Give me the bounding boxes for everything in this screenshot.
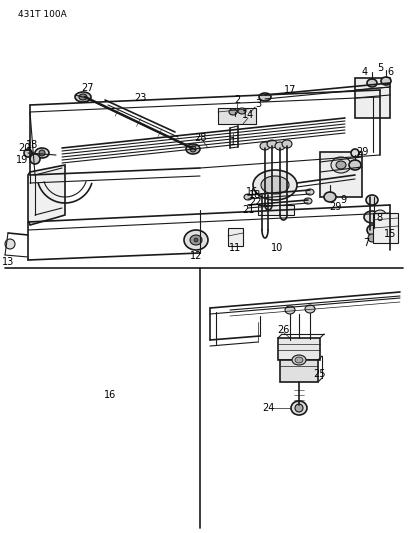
Text: 14: 14: [242, 110, 254, 120]
Ellipse shape: [368, 234, 376, 242]
Text: 20: 20: [18, 143, 30, 153]
Text: 2: 2: [234, 95, 240, 105]
Ellipse shape: [24, 149, 32, 157]
Ellipse shape: [259, 93, 271, 101]
Ellipse shape: [364, 211, 380, 223]
Ellipse shape: [349, 160, 361, 170]
Ellipse shape: [5, 239, 15, 249]
Text: 13: 13: [2, 257, 14, 267]
Ellipse shape: [295, 404, 303, 412]
Ellipse shape: [306, 189, 314, 195]
Ellipse shape: [351, 149, 359, 157]
Text: 431T 100A: 431T 100A: [18, 10, 67, 19]
Ellipse shape: [261, 176, 289, 194]
Ellipse shape: [267, 140, 277, 148]
Polygon shape: [28, 165, 65, 225]
Text: 29: 29: [356, 147, 368, 157]
Bar: [280, 360, 318, 382]
Text: 3: 3: [255, 99, 261, 109]
Text: 24: 24: [262, 403, 274, 413]
Ellipse shape: [186, 144, 200, 154]
Text: 16: 16: [104, 390, 116, 400]
Text: 4: 4: [362, 67, 368, 77]
Ellipse shape: [30, 154, 40, 164]
Ellipse shape: [230, 116, 240, 124]
Ellipse shape: [75, 92, 91, 102]
Bar: [228, 228, 243, 246]
Bar: [355, 78, 390, 118]
Ellipse shape: [336, 161, 346, 169]
Ellipse shape: [275, 142, 285, 150]
Ellipse shape: [79, 94, 87, 100]
Text: 5: 5: [377, 63, 383, 73]
Text: 9: 9: [340, 195, 346, 205]
Ellipse shape: [190, 146, 196, 152]
Ellipse shape: [282, 140, 292, 148]
Ellipse shape: [331, 157, 351, 173]
Ellipse shape: [244, 194, 252, 200]
Bar: [218, 108, 256, 124]
Text: 18: 18: [26, 140, 38, 150]
Ellipse shape: [39, 150, 45, 156]
Ellipse shape: [35, 148, 49, 158]
Text: 16: 16: [246, 187, 258, 197]
Ellipse shape: [366, 195, 378, 205]
Bar: [373, 213, 398, 243]
Ellipse shape: [285, 306, 295, 314]
Ellipse shape: [291, 401, 307, 415]
Ellipse shape: [229, 109, 237, 115]
Ellipse shape: [324, 192, 336, 202]
Ellipse shape: [238, 108, 246, 114]
Ellipse shape: [305, 305, 315, 313]
Text: 19: 19: [16, 155, 28, 165]
Text: 27: 27: [82, 83, 94, 93]
Ellipse shape: [194, 238, 198, 242]
Ellipse shape: [184, 230, 208, 250]
Text: 8: 8: [376, 213, 382, 223]
Ellipse shape: [367, 79, 377, 87]
Text: 23: 23: [134, 93, 146, 103]
Text: 29: 29: [329, 202, 341, 212]
Text: 11: 11: [229, 243, 241, 253]
Ellipse shape: [190, 235, 202, 245]
Ellipse shape: [374, 210, 386, 220]
Text: 22: 22: [249, 197, 261, 207]
Text: 6: 6: [387, 67, 393, 77]
Ellipse shape: [260, 142, 270, 150]
Text: 7: 7: [363, 238, 369, 248]
Text: 26: 26: [277, 325, 289, 335]
Ellipse shape: [367, 225, 377, 235]
Text: 25: 25: [314, 369, 326, 379]
Bar: [320, 152, 362, 197]
Ellipse shape: [381, 77, 391, 85]
Text: 18: 18: [249, 190, 261, 200]
Text: 17: 17: [284, 85, 296, 95]
Ellipse shape: [304, 198, 312, 204]
Bar: [258, 205, 294, 215]
Text: 10: 10: [271, 243, 283, 253]
Ellipse shape: [292, 355, 306, 365]
Text: 12: 12: [190, 251, 202, 261]
Text: 28: 28: [194, 133, 206, 143]
Bar: [278, 338, 320, 360]
Ellipse shape: [295, 357, 303, 363]
Text: 1: 1: [230, 137, 236, 147]
Text: 15: 15: [384, 229, 396, 239]
Text: 21: 21: [242, 205, 254, 215]
Ellipse shape: [253, 170, 297, 200]
